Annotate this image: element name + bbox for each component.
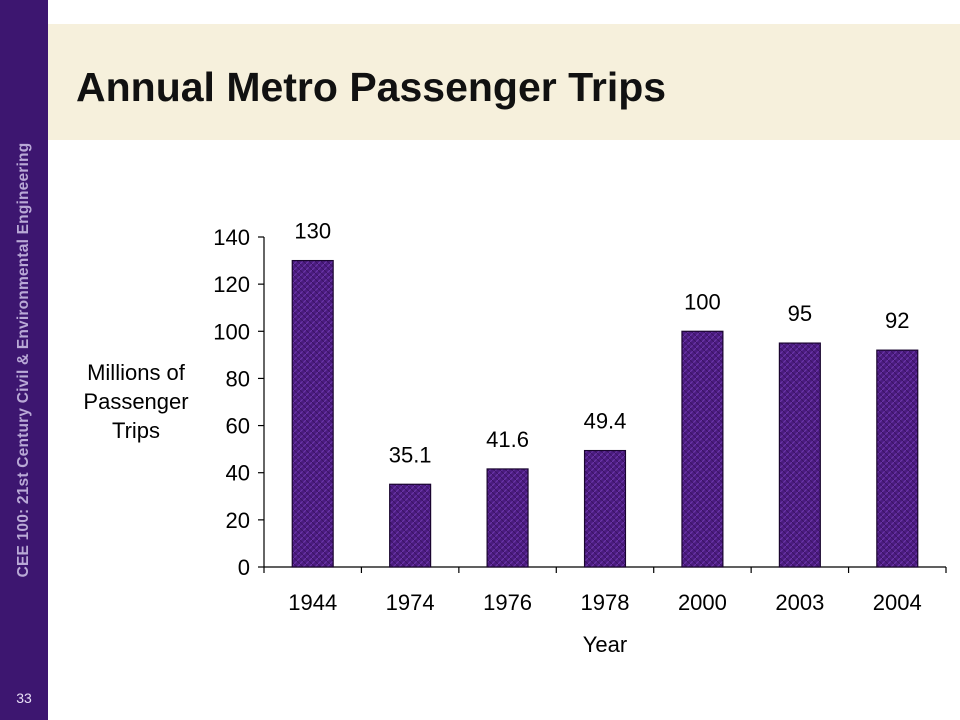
x-tick-label: 1944 <box>288 590 337 615</box>
bar <box>389 483 432 568</box>
y-tick-label: 60 <box>226 414 250 439</box>
bar <box>486 468 529 568</box>
bar <box>681 330 724 568</box>
bar <box>876 349 919 568</box>
y-tick-label: 100 <box>213 319 250 344</box>
x-tick-label: 2004 <box>873 590 922 615</box>
y-tick-label: 0 <box>238 555 250 580</box>
x-tick-label: 1976 <box>483 590 532 615</box>
y-tick-label: 80 <box>226 366 250 391</box>
bar <box>778 342 821 568</box>
y-axis-title-line: Millions of <box>87 360 186 385</box>
y-tick-label: 20 <box>226 508 250 533</box>
x-tick-label: 1978 <box>581 590 630 615</box>
page-title: Annual Metro Passenger Trips <box>76 64 667 110</box>
x-tick-label: 2003 <box>775 590 824 615</box>
data-label: 100 <box>684 289 721 314</box>
slide-number: 33 <box>16 690 32 706</box>
y-tick-label: 40 <box>226 461 250 486</box>
data-label: 95 <box>788 301 812 326</box>
x-tick-label: 1974 <box>386 590 435 615</box>
y-tick-label: 120 <box>213 272 250 297</box>
y-axis-title-line: Passenger <box>83 389 188 414</box>
x-axis-title: Year <box>583 632 627 657</box>
data-label: 49.4 <box>584 409 627 434</box>
data-label: 92 <box>885 308 909 333</box>
plot-area: 0 20 40 60 80 100 120 140 130 1944 35.1 1974 41.6 197… <box>83 219 947 657</box>
sidebar: CEE 100: 21st Century Civil & Environmen… <box>0 0 48 720</box>
bar <box>583 449 627 568</box>
x-tick-label: 2000 <box>678 590 727 615</box>
bar <box>291 259 334 568</box>
y-axis-title-line: Trips <box>112 418 160 443</box>
title-band <box>48 24 960 140</box>
y-tick-label: 140 <box>213 225 250 250</box>
data-label: 41.6 <box>486 427 529 452</box>
data-label: 130 <box>294 219 331 244</box>
data-label: 35.1 <box>389 442 432 467</box>
